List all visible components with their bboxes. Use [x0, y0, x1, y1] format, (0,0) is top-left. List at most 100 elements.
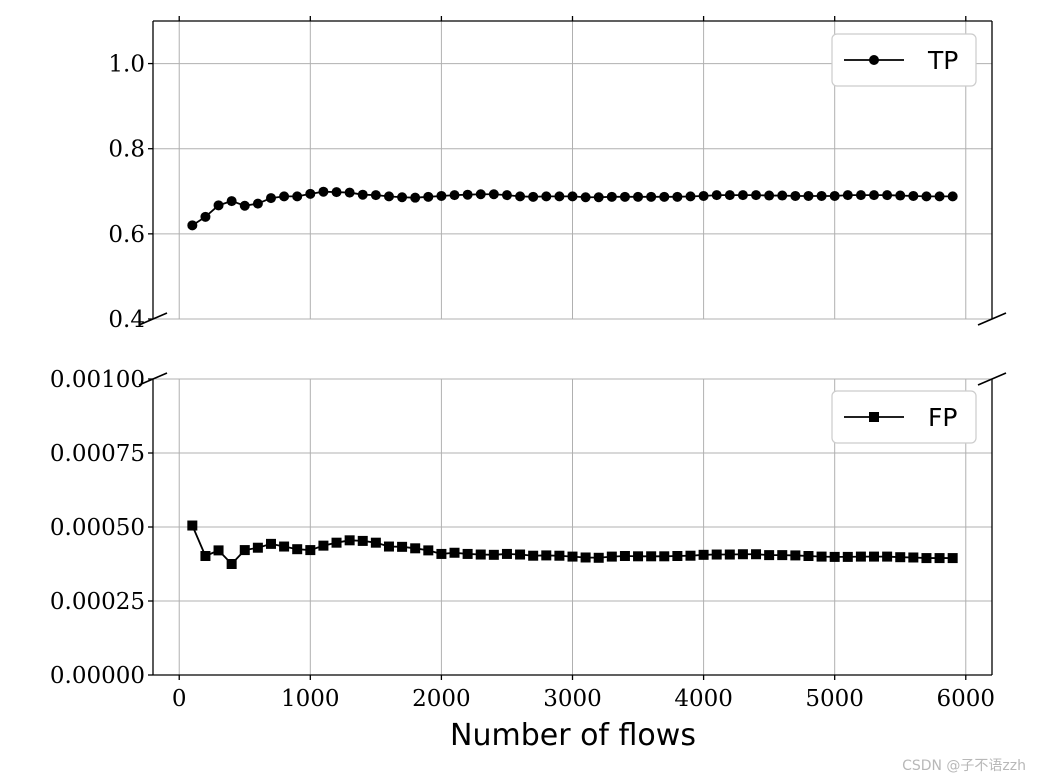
legend-TP: TP	[831, 33, 977, 87]
data-point-TP-2600	[515, 191, 526, 202]
data-point-FP-4300	[737, 549, 748, 560]
y-tick-label-1.0: 1.0	[108, 52, 145, 78]
data-point-TP-1300	[344, 187, 355, 198]
axis-break-mark-right	[977, 372, 1007, 386]
data-point-TP-1500	[370, 190, 381, 201]
data-point-TP-4700	[790, 190, 801, 201]
data-point-TP-3000	[567, 191, 578, 202]
legend-label-FP: FP	[928, 403, 957, 432]
data-point-FP-300	[213, 545, 224, 556]
data-point-TP-3400	[619, 191, 630, 202]
data-point-TP-3700	[659, 191, 670, 202]
data-point-TP-2800	[541, 191, 552, 202]
data-point-FP-5400	[882, 551, 893, 562]
data-point-FP-3400	[619, 551, 630, 562]
data-point-FP-4100	[711, 549, 722, 560]
data-point-TP-3500	[633, 191, 644, 202]
data-point-TP-2400	[488, 189, 499, 200]
y-tick-label-0.00100: 0.00100	[50, 367, 145, 393]
data-point-TP-1000	[305, 188, 316, 199]
data-point-FP-5800	[934, 553, 945, 564]
data-point-FP-5300	[869, 551, 880, 562]
data-point-TP-800	[279, 191, 290, 202]
data-point-FP-100	[187, 520, 198, 531]
data-point-TP-500	[239, 200, 250, 211]
data-point-FP-4400	[751, 549, 762, 560]
data-point-FP-4200	[724, 549, 735, 560]
data-point-FP-2700	[528, 550, 539, 561]
data-point-TP-3600	[646, 191, 657, 202]
data-point-FP-1700	[397, 541, 408, 552]
data-point-FP-1600	[383, 541, 394, 552]
legend-marker-square	[869, 412, 879, 422]
data-point-FP-600	[252, 542, 263, 553]
data-point-FP-2500	[501, 548, 512, 559]
data-point-FP-5700	[921, 553, 932, 564]
x-tick-label-2000: 2000	[412, 686, 471, 712]
data-point-FP-4600	[777, 550, 788, 561]
data-point-TP-2900	[554, 191, 565, 202]
data-point-TP-4500	[764, 190, 775, 201]
y-tick-label-0.00000: 0.00000	[50, 663, 145, 689]
data-point-TP-300	[213, 200, 224, 211]
data-point-FP-3300	[606, 551, 617, 562]
data-point-TP-5600	[908, 190, 919, 201]
legend-label-TP: TP	[927, 46, 958, 75]
data-point-FP-4000	[698, 549, 709, 560]
data-point-TP-5800	[934, 191, 945, 202]
legend-FP: FP	[831, 390, 977, 444]
data-point-FP-3200	[593, 552, 604, 563]
data-point-TP-3800	[672, 191, 683, 202]
data-point-TP-2700	[528, 191, 539, 202]
data-point-FP-1300	[344, 535, 355, 546]
data-point-FP-3600	[646, 551, 657, 562]
data-point-FP-4900	[816, 551, 827, 562]
data-point-FP-3700	[659, 551, 670, 562]
data-point-FP-5900	[947, 553, 958, 564]
axis-break-mark-right	[977, 312, 1007, 326]
data-point-FP-2400	[488, 549, 499, 560]
data-point-FP-3500	[633, 551, 644, 562]
data-point-TP-4400	[751, 190, 762, 201]
data-point-FP-1500	[370, 537, 381, 548]
data-point-TP-1700	[397, 192, 408, 203]
data-point-TP-1100	[318, 186, 329, 197]
y-tick-label-0.6: 0.6	[108, 222, 145, 248]
data-point-FP-4500	[764, 550, 775, 561]
data-point-TP-1600	[383, 191, 394, 202]
data-point-FP-5100	[842, 551, 853, 562]
data-point-FP-5000	[829, 551, 840, 562]
data-point-FP-1000	[305, 545, 316, 556]
data-point-FP-2000	[436, 548, 447, 559]
data-point-FP-2300	[475, 549, 486, 560]
data-point-FP-3100	[580, 552, 591, 563]
data-point-TP-1800	[410, 192, 421, 203]
data-point-FP-2600	[515, 549, 526, 560]
data-point-TP-1900	[423, 191, 434, 202]
data-point-TP-5700	[921, 191, 932, 202]
data-point-TP-2500	[501, 190, 512, 201]
data-point-TP-4200	[724, 190, 735, 201]
data-point-FP-800	[279, 541, 290, 552]
y-tick-label-0.00075: 0.00075	[50, 441, 145, 467]
data-point-TP-5100	[842, 190, 853, 201]
data-point-FP-2100	[449, 547, 460, 558]
data-point-TP-400	[226, 196, 237, 207]
data-point-TP-700	[265, 193, 276, 204]
data-point-TP-4100	[711, 190, 722, 201]
x-axis-title: Number of flows	[450, 718, 696, 753]
data-point-TP-4000	[698, 190, 709, 201]
data-point-TP-5400	[882, 190, 893, 201]
data-point-TP-5300	[869, 190, 880, 201]
data-point-FP-5500	[895, 552, 906, 563]
data-point-FP-1900	[423, 545, 434, 556]
x-tick-label-4000: 4000	[674, 686, 733, 712]
data-point-FP-1200	[331, 537, 342, 548]
data-point-TP-4300	[737, 190, 748, 201]
y-tick-label-0.00025: 0.00025	[50, 589, 145, 615]
data-point-FP-3800	[672, 551, 683, 562]
x-tick-label-6000: 6000	[937, 686, 996, 712]
data-point-FP-3900	[685, 550, 696, 561]
data-point-TP-2000	[436, 190, 447, 201]
